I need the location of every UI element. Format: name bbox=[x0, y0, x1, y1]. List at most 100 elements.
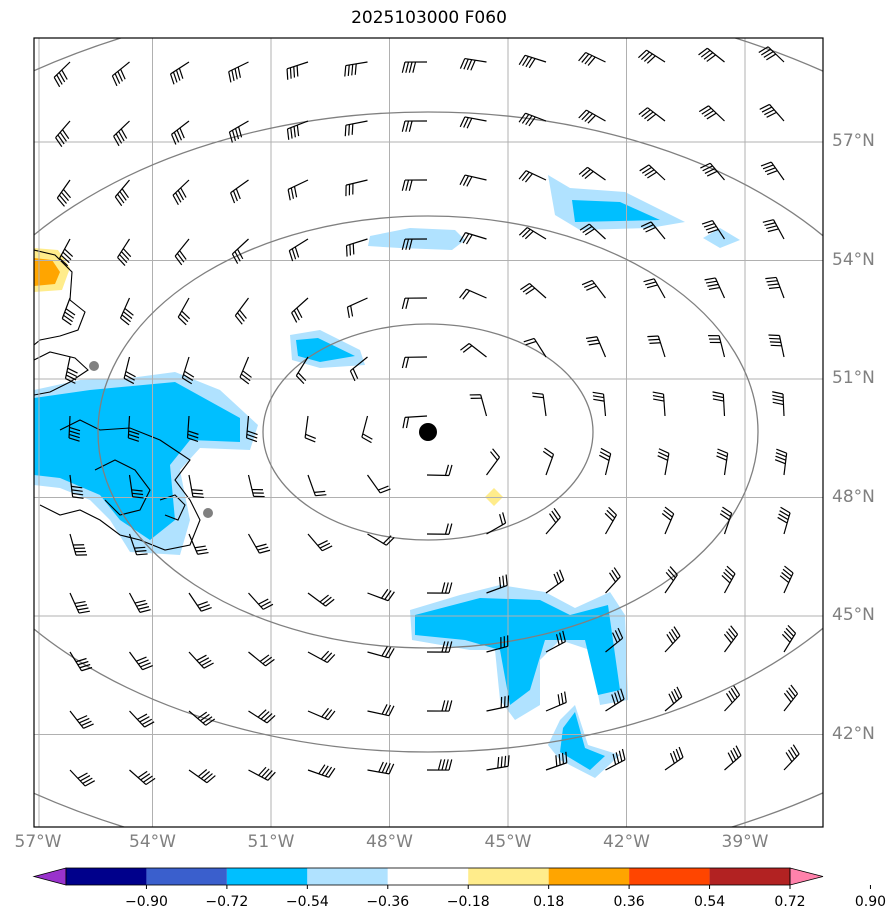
colorbar-segment bbox=[548, 868, 630, 885]
wind-barb bbox=[56, 179, 72, 207]
wind-barb bbox=[123, 356, 136, 385]
wind-barb bbox=[128, 474, 144, 499]
wind-barb bbox=[578, 166, 606, 181]
wind-barb bbox=[486, 695, 510, 712]
wind-barb bbox=[307, 592, 335, 607]
coastline-newfoundland bbox=[39, 419, 201, 551]
wind-barb bbox=[765, 276, 785, 299]
wind-barb bbox=[426, 523, 453, 535]
wind-barb bbox=[605, 627, 624, 653]
wind-barb bbox=[402, 415, 428, 429]
wind-barb bbox=[783, 684, 799, 712]
wind-barb bbox=[486, 755, 510, 771]
wind-barb bbox=[724, 745, 742, 771]
wind-barb bbox=[228, 61, 249, 83]
wind-barb bbox=[239, 356, 252, 385]
wind-barb bbox=[585, 336, 607, 358]
coastline-newfoundland-inner bbox=[94, 459, 151, 516]
wind-barb bbox=[349, 356, 368, 382]
longitude-label: 42°W bbox=[603, 832, 650, 852]
wind-barb bbox=[545, 507, 561, 535]
colorbar-frame bbox=[65, 867, 791, 886]
negative-shading-southeast-inner bbox=[560, 712, 605, 770]
wind-barb bbox=[777, 506, 791, 535]
wind-barb bbox=[638, 49, 666, 64]
wind-barb bbox=[459, 174, 487, 187]
wind-barb bbox=[639, 164, 666, 181]
wind-barb bbox=[460, 342, 487, 358]
wind-barb bbox=[169, 61, 190, 85]
colorbar-tick-label: 0.18 bbox=[533, 894, 565, 910]
colorbar-tick-label: −0.90 bbox=[124, 894, 168, 910]
wind-barb bbox=[723, 625, 739, 653]
wind-barb bbox=[459, 288, 487, 300]
wind-barb bbox=[724, 685, 741, 712]
wind-barb bbox=[367, 588, 395, 602]
wind-barb bbox=[768, 334, 785, 358]
wind-barb bbox=[664, 686, 683, 712]
coast-station-marker-a bbox=[89, 361, 99, 371]
wind-barb bbox=[401, 179, 428, 191]
wind-barb bbox=[532, 392, 547, 417]
wind-barb bbox=[128, 533, 148, 556]
wind-barb bbox=[758, 46, 785, 63]
wind-barb bbox=[177, 297, 191, 326]
wind-barb bbox=[592, 391, 607, 417]
wind-barb bbox=[774, 448, 788, 476]
wind-barb bbox=[426, 700, 453, 712]
wind-barb bbox=[664, 566, 678, 594]
wind-barb bbox=[117, 238, 132, 266]
wind-barb bbox=[114, 179, 130, 207]
negative-shading-south-inner bbox=[415, 598, 620, 705]
wind-barb bbox=[652, 391, 666, 417]
wind-barb bbox=[640, 221, 666, 240]
wind-barb bbox=[579, 223, 606, 240]
longitude-label: 39°W bbox=[721, 832, 769, 852]
wind-barb bbox=[486, 635, 509, 653]
wind-barb bbox=[523, 337, 547, 358]
wind-barb bbox=[486, 574, 508, 594]
wind-barb bbox=[234, 297, 249, 325]
wind-barb bbox=[520, 282, 547, 299]
colorbar-segment bbox=[629, 868, 710, 885]
wind-barb bbox=[578, 51, 606, 66]
colorbar-segment bbox=[307, 868, 388, 885]
latitude-label: 45°N bbox=[832, 605, 875, 625]
range-ring-inner bbox=[262, 323, 594, 541]
wind-barb bbox=[719, 506, 733, 535]
wind-barb-layer bbox=[53, 46, 800, 787]
shaded-field-layer bbox=[34, 175, 740, 778]
wind-barb bbox=[59, 238, 74, 267]
wind-barb bbox=[307, 474, 327, 497]
wind-barb bbox=[698, 105, 725, 122]
wind-barb bbox=[69, 769, 96, 787]
wind-barb bbox=[286, 120, 309, 140]
colorbar-segment bbox=[226, 868, 308, 885]
wind-barb bbox=[459, 57, 487, 71]
longitude-label: 48°W bbox=[366, 832, 413, 852]
wind-barb bbox=[605, 748, 626, 771]
wind-barb bbox=[69, 592, 90, 614]
wind-barb bbox=[291, 297, 309, 323]
colorbar-segment bbox=[709, 868, 790, 885]
wind-barb bbox=[247, 474, 265, 498]
wind-barb bbox=[426, 641, 453, 653]
graticule-layer bbox=[34, 38, 823, 827]
wind-barb bbox=[286, 61, 309, 80]
wind-barb bbox=[772, 391, 785, 417]
wind-barb bbox=[307, 650, 336, 664]
wind-barb bbox=[128, 592, 151, 613]
wind-barb bbox=[188, 474, 204, 499]
wind-barb bbox=[344, 61, 368, 77]
wind-barb bbox=[231, 238, 249, 264]
wind-barb bbox=[700, 162, 725, 181]
map-frame bbox=[33, 37, 824, 828]
wind-barb bbox=[307, 707, 336, 721]
latitude-label: 51°N bbox=[832, 368, 875, 388]
wind-barb bbox=[545, 751, 568, 771]
wind-barb bbox=[113, 120, 130, 147]
wind-barb bbox=[53, 61, 71, 88]
range-ring-middle bbox=[97, 215, 759, 649]
wind-barb bbox=[228, 120, 249, 143]
